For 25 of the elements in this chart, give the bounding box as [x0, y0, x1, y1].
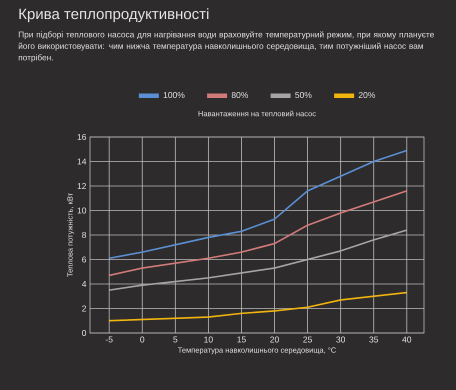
legend-label: 100%: [164, 92, 185, 98]
y-tick-label: 12: [78, 183, 86, 189]
y-tick-label: 0: [82, 330, 86, 336]
chart-subtitle: При підборі теплового насоса для нагрівання води враховуйте температурний режим, при якому плануєте його використовувати: чим нижча температура навколишнього середовища, тим потужніший насос вам потрібен.: [18, 31, 434, 62]
legend-label: 20%: [358, 92, 376, 98]
x-tick-label: 15: [237, 336, 246, 342]
y-tick-label: 14: [78, 158, 86, 164]
x-tick-label: 10: [204, 336, 213, 343]
x-tick-label: 20: [270, 336, 279, 343]
y-tick-label: 6: [82, 256, 86, 262]
y-tick-label: 16: [78, 134, 86, 140]
y-tick-label: 4: [82, 281, 86, 287]
x-tick-label: 30: [336, 336, 346, 343]
x-tick-label: 0: [140, 336, 144, 343]
y-tick-label: 10: [78, 207, 86, 214]
chart-title: Крива теплопродуктивності: [19, 8, 208, 22]
legend-label: 50%: [295, 92, 312, 98]
x-tick-label: -5: [106, 336, 113, 342]
y-tick-label: 2: [82, 306, 86, 312]
x-tick-label: 25: [303, 336, 312, 343]
legend-label: 80%: [232, 92, 248, 98]
x-tick-label: 5: [173, 336, 178, 342]
x-tick-label: 40: [402, 336, 412, 343]
y-tick-label: 8: [82, 232, 86, 238]
x-tick-label: 35: [369, 336, 378, 343]
